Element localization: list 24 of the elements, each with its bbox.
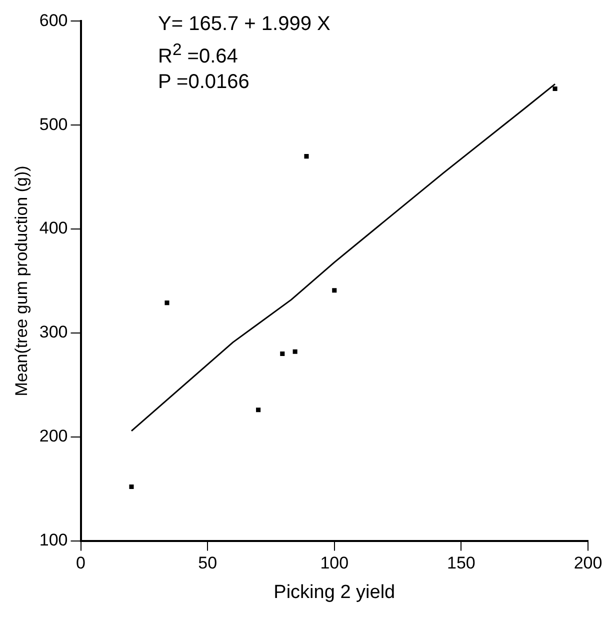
x-tick-label: 50 [198, 554, 218, 573]
y-axis-title: Mean(tree gum production (g)) [12, 166, 31, 396]
point [164, 300, 170, 306]
x-tick-label: 200 [574, 554, 602, 573]
point [552, 86, 558, 92]
y-tick-label: 200 [39, 426, 68, 446]
point [304, 154, 309, 159]
y-tick-label: 400 [39, 218, 68, 238]
y-tick-label: 300 [39, 322, 68, 342]
point [280, 351, 285, 356]
x-axis-title: Picking 2 yield [274, 582, 396, 603]
y-tick-label: 100 [39, 530, 68, 550]
annotation: P =0.0166 [158, 70, 250, 95]
point [256, 408, 261, 412]
x-tick-label: 0 [76, 554, 86, 573]
point [292, 349, 298, 354]
y-tick-label: 600 [39, 10, 68, 30]
point [129, 484, 134, 490]
x-tick-label: 100 [320, 554, 349, 573]
x-tick-label: 150 [447, 554, 476, 573]
y-tick-label: 500 [39, 114, 68, 134]
annotation: R$^{2}$ =0.64 [158, 39, 239, 70]
point [332, 288, 337, 293]
annotation: Y= 165.7 + 1.999 X [158, 12, 330, 37]
